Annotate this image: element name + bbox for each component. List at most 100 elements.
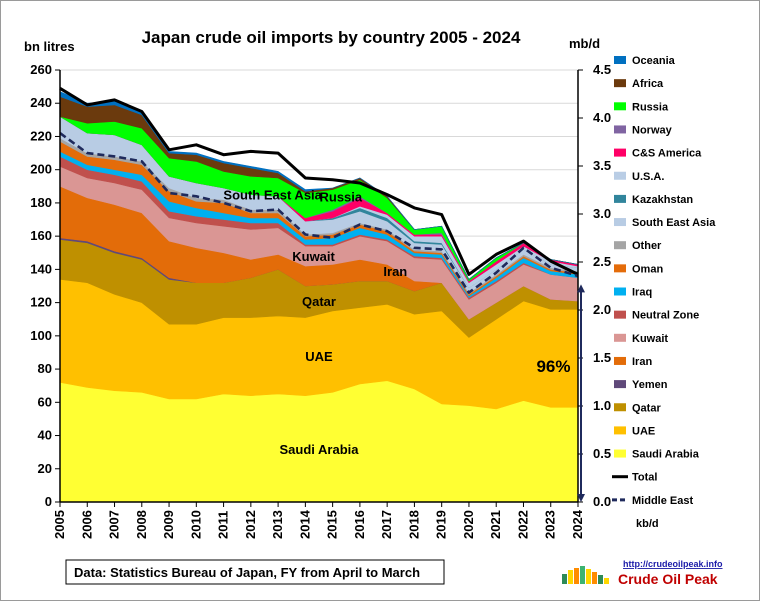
legend-swatch-oman	[614, 264, 626, 273]
left-tick-label: 80	[38, 361, 52, 376]
legend-entry-cands-america: C&S America	[632, 148, 702, 160]
legend-entry-south-east-asia: South East Asia	[632, 217, 716, 229]
area-label-qatar: Qatar	[302, 294, 336, 309]
share-arrow-head-bottom	[577, 494, 585, 502]
left-tick-label: 0	[45, 494, 52, 509]
legend-swatch-oceania	[614, 56, 626, 64]
line-total	[59, 87, 579, 276]
x-tick-label: 2010	[188, 510, 203, 539]
x-tick-label: 2005	[52, 510, 67, 539]
legend-swatch-u-s-a	[614, 171, 626, 180]
stacked-areas	[59, 91, 579, 503]
legend-swatch-neutral-zone	[614, 310, 626, 319]
right-tick-label: 3.5	[593, 158, 611, 173]
right-tick-label: 4.5	[593, 62, 611, 77]
left-tick-label: 260	[30, 62, 52, 77]
x-tick-label: 2011	[216, 511, 231, 539]
x-tick-label: 2015	[325, 510, 340, 539]
legend-entry-other: Other	[632, 240, 662, 252]
legend-entry-saudi-arabia: Saudi Arabia	[632, 449, 700, 461]
legend-swatch-cands-america	[614, 148, 626, 157]
total-lines	[59, 87, 579, 294]
x-tick-label: 2017	[379, 510, 394, 539]
legend-entry-uae: UAE	[632, 425, 655, 437]
brand-name: Crude Oil Peak	[618, 571, 718, 587]
right-tick-label: 2.0	[593, 302, 611, 317]
right-tick-label: 0.5	[593, 446, 611, 461]
area-labels: Saudi Arabia UAE Qatar Iran Kuwait South East…	[223, 188, 407, 457]
legend-entry-total: Total	[632, 472, 657, 484]
left-tick-label: 240	[30, 95, 52, 110]
legend-entry-iraq: Iraq	[632, 287, 652, 299]
axes: 0 20 40 60 80 100 120 140 160 180 200 220 240 260 0.0 0…	[30, 62, 611, 539]
legend-entry-africa: Africa	[632, 78, 664, 90]
legend-entry-iran: Iran	[632, 356, 652, 368]
legend-entry-kazakhstan: Kazakhstan	[632, 194, 693, 206]
right-tick-label: 0.0	[593, 494, 611, 509]
legend-entry-yemen: Yemen	[632, 379, 668, 391]
x-tick-label: 2008	[134, 510, 149, 539]
left-tick-label: 20	[38, 461, 52, 476]
left-tick-label: 220	[30, 128, 52, 143]
share-annotation: 96%	[536, 284, 585, 502]
x-tick-label: 2024	[570, 509, 585, 539]
legend: Oceania Africa Russia Norway C&S America U.S.…	[612, 55, 716, 530]
share-label: 96%	[536, 357, 570, 376]
left-tick-label: 120	[30, 295, 52, 310]
legend-entry-kuwait: Kuwait	[632, 333, 668, 345]
area-label-uae: UAE	[305, 349, 333, 364]
brand-logo	[560, 566, 616, 584]
x-tick-label: 2013	[270, 510, 285, 539]
share-arrow-head-top	[577, 284, 585, 293]
legend-entry-russia: Russia	[632, 101, 669, 113]
x-tick-label: 2007	[107, 510, 122, 539]
legend-swatch-qatar	[614, 403, 626, 412]
legend-swatch-iran	[614, 356, 626, 365]
area-label-saudi-arabia: Saudi Arabia	[280, 442, 360, 457]
chart-title: Japan crude oil imports by country 2005 …	[142, 28, 521, 47]
legend-swatch-south-east-asia	[614, 218, 626, 227]
x-tick-label: 2014	[297, 509, 312, 539]
legend-swatch-kuwait	[614, 333, 626, 342]
legend-swatch-iraq	[614, 287, 626, 296]
area-label-iran: Iran	[383, 264, 407, 279]
left-tick-label: 200	[30, 162, 52, 177]
line-middle-east	[59, 132, 579, 294]
legend-swatch-other	[614, 241, 626, 250]
legend-entry-neutral-zone: Neutral Zone	[632, 310, 699, 322]
x-tick-label: 2009	[161, 510, 176, 539]
x-tick-label: 2023	[543, 510, 558, 539]
legend-swatch-yemen	[614, 380, 626, 389]
area-label-south-east-asia: South East Asia	[223, 188, 322, 203]
right-tick-label: 3.0	[593, 206, 611, 221]
legend-swatch-uae	[614, 426, 626, 435]
area-oceania	[59, 91, 579, 280]
legend-entry-qatar: Qatar	[632, 402, 661, 414]
x-tick-label: 2012	[243, 510, 258, 539]
left-tick-label: 140	[30, 261, 52, 276]
area-label-russia: Russia	[319, 189, 362, 204]
area-label-kuwait: Kuwait	[292, 249, 335, 264]
legend-entry-oceania: Oceania	[632, 55, 676, 67]
legend-entry-u-s-a: U.S.A.	[632, 171, 664, 183]
x-tick-label: 2006	[79, 510, 94, 539]
right-tick-label: 1.5	[593, 350, 611, 365]
left-tick-label: 160	[30, 228, 52, 243]
right-tick-label: 4.0	[593, 110, 611, 125]
x-tick-label: 2016	[352, 510, 367, 539]
left-tick-label: 40	[38, 428, 52, 443]
legend-swatch-russia	[614, 102, 626, 111]
legend-kbd-note: kb/d	[636, 518, 659, 530]
x-tick-label: 2018	[406, 510, 421, 539]
right-tick-label: 2.5	[593, 254, 611, 269]
left-tick-label: 60	[38, 394, 52, 409]
x-tick-label: 2020	[461, 510, 476, 539]
legend-swatch-kazakhstan	[614, 194, 626, 203]
source-note: Data: Statistics Bureau of Japan, FY fro…	[74, 565, 420, 580]
source-box	[65, 559, 445, 585]
left-tick-label: 180	[30, 195, 52, 210]
brand-url[interactable]: http://crudeoilpeak.info	[623, 559, 723, 569]
x-tick-label: 2022	[515, 510, 530, 539]
